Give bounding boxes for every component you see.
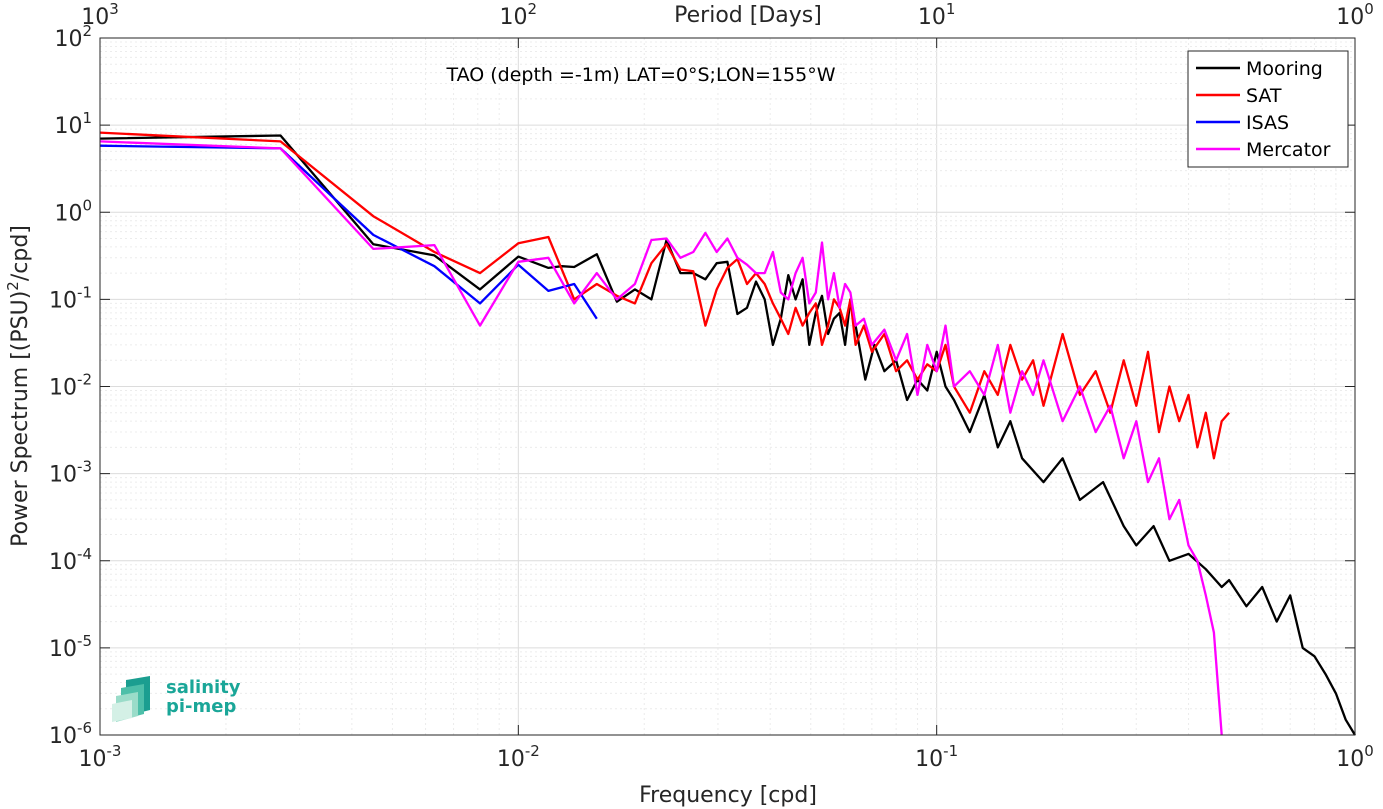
legend-label-sat: SAT — [1246, 85, 1282, 107]
logo-icon — [112, 676, 150, 722]
x-tick-label: 100 — [1336, 742, 1374, 772]
y-tick-label: 10-3 — [49, 458, 92, 488]
top-tick-label: 103 — [81, 0, 119, 30]
series-layer — [99, 131, 1356, 736]
logo-text-salinity: salinity — [166, 677, 241, 698]
top-tick-label: 102 — [500, 0, 538, 30]
x-tick-label: 10-3 — [79, 742, 122, 772]
x-tick-label: 10-1 — [915, 742, 958, 772]
y-axis-label: Power Spectrum [(PSU)2/cpd] — [4, 225, 33, 547]
logo-text-pimep: pi-mep — [166, 696, 236, 717]
y-tick-label: 10-2 — [49, 371, 92, 401]
x-tick-label: 10-2 — [497, 742, 540, 772]
series-line-mercator — [99, 140, 1223, 736]
x-axis-label: Frequency [cpd] — [639, 783, 817, 808]
y-tick-label: 101 — [54, 109, 92, 139]
chart-title: TAO (depth =-1m) LAT=0°S;LON=155°W — [445, 64, 835, 86]
legend-box — [1187, 50, 1349, 168]
salinity-pimep-logo: salinity pi-mep — [112, 676, 241, 722]
legend: Mooring SAT ISAS Mercator — [1187, 50, 1349, 168]
top-axis-label: Period [Days] — [674, 3, 822, 28]
top-tick-label: 101 — [918, 0, 956, 30]
y-tick-label: 10-5 — [49, 632, 92, 662]
legend-label-mooring: Mooring — [1246, 58, 1323, 80]
y-tick-label: 100 — [54, 196, 92, 226]
y-tick-label: 102 — [54, 22, 92, 52]
legend-label-isas: ISAS — [1246, 112, 1289, 134]
top-tick-label: 100 — [1336, 0, 1374, 30]
series-line-mooring — [99, 134, 1356, 736]
y-tick-label: 10-6 — [49, 719, 92, 749]
legend-label-mercator: Mercator — [1246, 139, 1331, 161]
y-tick-label: 10-4 — [49, 545, 92, 575]
y-tick-label: 10-1 — [49, 283, 92, 313]
